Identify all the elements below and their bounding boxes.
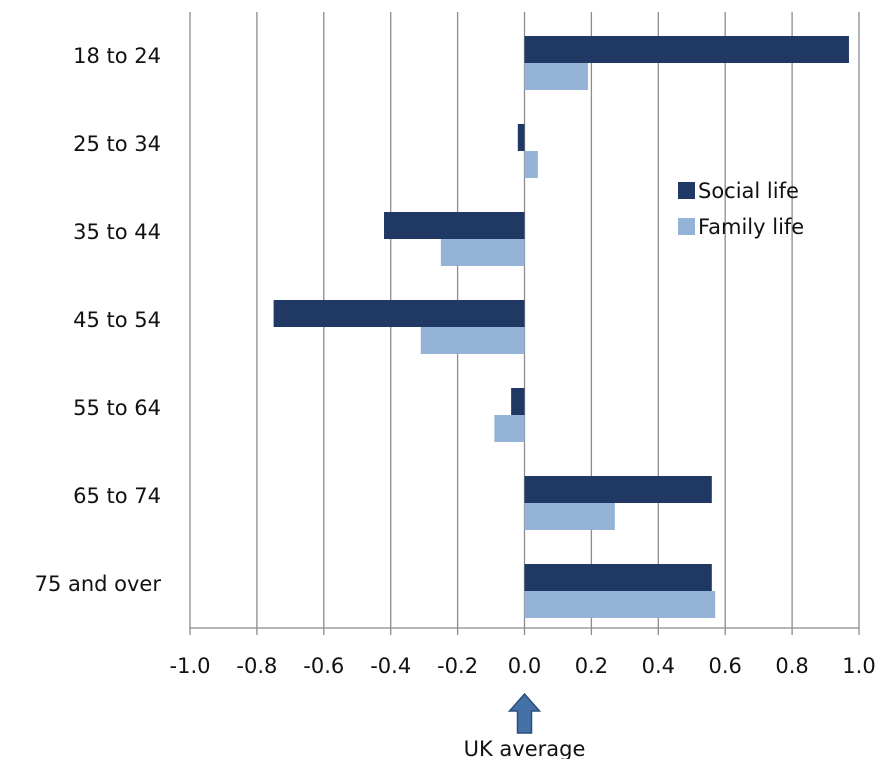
legend-label: Family life (698, 215, 804, 239)
legend-swatch (678, 218, 695, 235)
legend: Social life Family life (678, 179, 804, 239)
legend-swatch (678, 182, 695, 199)
x-tick-label: 1.0 (842, 654, 875, 678)
x-tick-label: -0.2 (437, 654, 478, 678)
bar-social-life (524, 476, 712, 503)
bar-family-life (524, 591, 716, 618)
category-label: 45 to 54 (73, 308, 161, 332)
category-label: 18 to 24 (73, 44, 161, 68)
bar-social-life (273, 300, 525, 327)
bar-family-life (524, 63, 589, 90)
category-label: 65 to 74 (73, 484, 161, 508)
x-tick-label: 0.4 (642, 654, 675, 678)
bar-social-life (524, 36, 849, 63)
category-label: 55 to 64 (73, 396, 161, 420)
annotation: UK average (464, 692, 586, 761)
bar-social-life (384, 212, 525, 239)
x-tick-label: -0.6 (303, 654, 344, 678)
bar-family-life (440, 239, 525, 266)
bar-family-life (420, 327, 525, 354)
x-tick-label: -0.8 (236, 654, 277, 678)
legend-label: Social life (698, 179, 799, 203)
annotation-label: UK average (464, 737, 586, 759)
bar-social-life (517, 124, 525, 151)
axes (189, 627, 860, 635)
x-tick-label: -0.4 (370, 654, 411, 678)
x-tick-label: 0.2 (575, 654, 608, 678)
bar-family-life (524, 503, 615, 530)
x-tick-label: -1.0 (170, 654, 211, 678)
x-tick-label: 0.6 (708, 654, 741, 678)
x-tick-label: 0.0 (508, 654, 541, 678)
x-tick-label: 0.8 (775, 654, 808, 678)
bars (273, 36, 849, 618)
up-arrow-icon (507, 692, 542, 734)
bar-family-life (524, 151, 538, 178)
category-label: 75 and over (35, 572, 162, 596)
category-label: 25 to 34 (73, 132, 161, 156)
category-label: 35 to 44 (73, 220, 161, 244)
bar-social-life (524, 564, 712, 591)
bar-social-life (511, 388, 525, 415)
labels: -1.0 -0.8 -0.6 -0.4 -0.2 0.0 0.2 0.4 0.6 0.8 1.0 18… (35, 44, 876, 678)
bar-family-life (494, 415, 525, 442)
